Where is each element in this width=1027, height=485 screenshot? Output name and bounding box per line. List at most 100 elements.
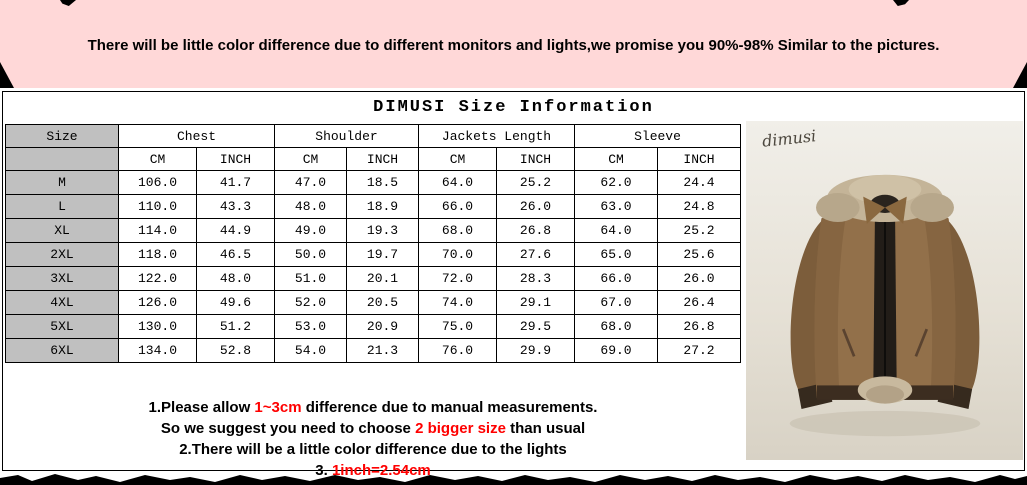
measurement-cell: 68.0 (418, 218, 497, 243)
size-table-body: M 106.0 41.7 47.0 18.5 64.0 25.2 62.0 24.4 L 110.0… (5, 170, 741, 363)
measurement-cell: 26.8 (657, 314, 741, 339)
header-size: Size (5, 124, 119, 148)
note-text: 2.There will be a little color differenc… (179, 441, 567, 458)
size-label-cell: L (5, 194, 119, 219)
size-label-cell: XL (5, 218, 119, 243)
product-photo: dimusi (746, 121, 1023, 460)
measurement-cell: 43.3 (196, 194, 275, 219)
note-line-2: So we suggest you need to choose 2 bigge… (3, 418, 743, 439)
table-row: 5XL 130.0 51.2 53.0 20.9 75.0 29.5 68.0 26.8 (5, 314, 741, 339)
measurement-cell: 106.0 (118, 170, 197, 195)
note-text: So we suggest you need to choose (160, 420, 416, 437)
note-text: 1.Please allow (148, 399, 255, 416)
table-row: L 110.0 43.3 48.0 18.9 66.0 26.0 63.0 24.8 (5, 194, 741, 219)
measurement-cell: 76.0 (418, 338, 497, 363)
measurement-cell: 41.7 (196, 170, 275, 195)
table-header-row: Size Chest Shoulder Jackets Length Sleev… (5, 124, 741, 148)
header-jackets-length: Jackets Length (418, 124, 575, 148)
measurement-cell: 72.0 (418, 266, 497, 291)
unit-cm: CM (118, 147, 197, 171)
unit-cm: CM (574, 147, 658, 171)
measurement-cell: 118.0 (118, 242, 197, 267)
measurement-cell: 50.0 (274, 242, 347, 267)
measurement-cell: 18.9 (346, 194, 419, 219)
note-text: difference due to manual measurements. (301, 399, 598, 416)
unit-inch: INCH (196, 147, 275, 171)
measurement-cell: 65.0 (574, 242, 658, 267)
measurement-cell: 25.6 (657, 242, 741, 267)
measurement-cell: 24.4 (657, 170, 741, 195)
jacket-image (789, 174, 980, 436)
unit-inch: INCH (657, 147, 741, 171)
measurement-cell: 66.0 (574, 266, 658, 291)
note-line-3: 2.There will be a little color differenc… (3, 439, 743, 460)
measurement-cell: 51.0 (274, 266, 347, 291)
measurement-cell: 25.2 (496, 170, 575, 195)
measurement-cell: 122.0 (118, 266, 197, 291)
measurement-cell: 69.0 (574, 338, 658, 363)
page-title: DIMUSI Size Information (373, 98, 654, 117)
size-label-cell: 2XL (5, 242, 119, 267)
table-row: M 106.0 41.7 47.0 18.5 64.0 25.2 62.0 24.4 (5, 170, 741, 195)
measurement-cell: 27.2 (657, 338, 741, 363)
measurement-cell: 26.8 (496, 218, 575, 243)
measurement-cell: 27.6 (496, 242, 575, 267)
measurement-cell: 134.0 (118, 338, 197, 363)
table-row: XL 114.0 44.9 49.0 19.3 68.0 26.8 64.0 25.2 (5, 218, 741, 243)
notes: 1.Please allow 1~3cm difference due to m… (3, 397, 743, 481)
measurement-cell: 52.0 (274, 290, 347, 315)
measurement-cell: 63.0 (574, 194, 658, 219)
measurement-cell: 64.0 (418, 170, 497, 195)
measurement-cell: 21.3 (346, 338, 419, 363)
measurement-cell: 29.9 (496, 338, 575, 363)
measurement-cell: 49.6 (196, 290, 275, 315)
unit-inch: INCH (346, 147, 419, 171)
size-label-cell: M (5, 170, 119, 195)
measurement-cell: 28.3 (496, 266, 575, 291)
measurement-cell: 130.0 (118, 314, 197, 339)
brand-logo: dimusi (761, 126, 818, 151)
size-label-cell: 4XL (5, 290, 119, 315)
note-highlight: 1~3cm (254, 399, 302, 416)
measurement-cell: 51.2 (196, 314, 275, 339)
measurement-cell: 20.5 (346, 290, 419, 315)
measurement-cell: 67.0 (574, 290, 658, 315)
measurement-cell: 75.0 (418, 314, 497, 339)
torn-edge-mark (893, 0, 909, 6)
measurement-cell: 29.1 (496, 290, 575, 315)
note-line-1: 1.Please allow 1~3cm difference due to m… (3, 397, 743, 418)
measurement-cell: 48.0 (274, 194, 347, 219)
header-shoulder: Shoulder (274, 124, 419, 148)
content-area: DIMUSI Size Information Size Chest Shoul… (2, 91, 1025, 479)
measurement-cell: 126.0 (118, 290, 197, 315)
measurement-cell: 70.0 (418, 242, 497, 267)
measurement-cell: 29.5 (496, 314, 575, 339)
measurement-cell: 48.0 (196, 266, 275, 291)
note-line-4: 3. 1inch=2.54cm (3, 460, 743, 481)
measurement-cell: 114.0 (118, 218, 197, 243)
header-chest: Chest (118, 124, 275, 148)
measurement-cell: 68.0 (574, 314, 658, 339)
note-highlight: 1inch=2.54cm (331, 462, 431, 479)
table-row: 3XL 122.0 48.0 51.0 20.1 72.0 28.3 66.0 26.0 (5, 266, 741, 291)
size-label-cell: 3XL (5, 266, 119, 291)
note-text: 3. (315, 462, 332, 479)
measurement-cell: 54.0 (274, 338, 347, 363)
table-unit-row: CM INCH CM INCH CM INCH CM INCH (5, 147, 741, 171)
size-label-cell: 6XL (5, 338, 119, 363)
measurement-cell: 52.8 (196, 338, 275, 363)
unit-cm: CM (418, 147, 497, 171)
measurement-cell: 19.7 (346, 242, 419, 267)
measurement-cell: 53.0 (274, 314, 347, 339)
note-text: than usual (505, 420, 586, 437)
measurement-cell: 49.0 (274, 218, 347, 243)
measurement-cell: 26.0 (657, 266, 741, 291)
measurement-cell: 20.9 (346, 314, 419, 339)
torn-corner-mark (1013, 62, 1027, 88)
size-table: Size Chest Shoulder Jackets Length Sleev… (5, 124, 741, 363)
measurement-cell: 66.0 (418, 194, 497, 219)
torn-bottom-edge (0, 474, 1027, 485)
table-row: 6XL 134.0 52.8 54.0 21.3 76.0 29.9 69.0 27.2 (5, 338, 741, 363)
measurement-cell: 44.9 (196, 218, 275, 243)
unit-cm: CM (274, 147, 347, 171)
